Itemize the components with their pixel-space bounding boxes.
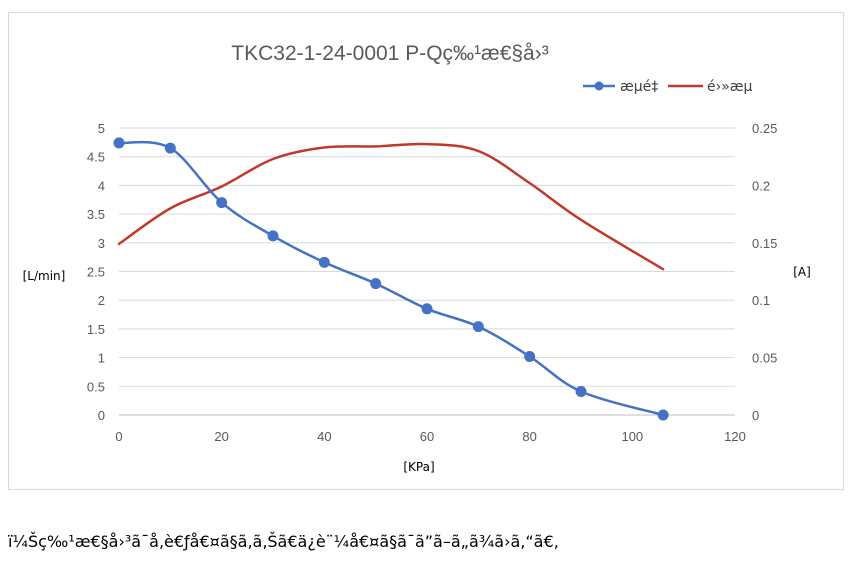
flow-data-point (267, 230, 279, 242)
y-axis-left-label: [L/min] (23, 269, 66, 283)
flow-data-point (575, 385, 587, 397)
flow-data-point (472, 321, 484, 333)
flow-data-point (318, 256, 330, 268)
flow-data-point (113, 137, 125, 149)
x-tick-label: 0 (115, 429, 122, 444)
y-right-tick-label: 0.25 (752, 121, 777, 136)
x-tick-label: 100 (621, 429, 643, 444)
y-left-tick-label: 0 (98, 408, 105, 423)
legend-current-label: é›»æµ (707, 79, 753, 95)
y-left-tick-label: 5 (98, 121, 105, 136)
x-tick-label: 60 (420, 429, 434, 444)
x-tick-label: 20 (214, 429, 228, 444)
x-tick-label: 40 (317, 429, 331, 444)
y-axis-right-label: [A] (793, 265, 811, 279)
x-tick-label: 80 (522, 429, 536, 444)
x-axis-ticks: 0 20 40 60 80 100 120 (115, 429, 745, 444)
legend-flow-label: æµé‡ (620, 79, 658, 95)
flow-data-point (370, 278, 382, 290)
y-right-tick-label: 0.2 (752, 178, 770, 193)
current-series-line (117, 142, 665, 271)
flow-data-point (524, 350, 536, 362)
legend-flow-marker (594, 81, 604, 91)
y-axis-left-ticks: 0 0.5 1 1.5 2 2.5 3 3.5 4 4.5 5 (87, 121, 105, 423)
y-left-tick-label: 3 (98, 236, 105, 251)
y-left-tick-label: 4 (98, 178, 105, 193)
y-right-tick-label: 0.1 (752, 293, 770, 308)
y-left-tick-label: 3.5 (87, 207, 105, 222)
y-left-tick-label: 1 (98, 351, 105, 366)
y-axis-right-ticks: 0 0.05 0.1 0.15 0.2 0.25 (752, 121, 777, 423)
chart-frame (8, 12, 844, 490)
gridlines (119, 127, 735, 416)
y-left-tick-label: 2 (98, 293, 105, 308)
y-left-tick-label: 1.5 (87, 322, 105, 337)
flow-series-line (117, 140, 665, 417)
flow-data-point (164, 142, 176, 154)
y-right-tick-label: 0 (752, 408, 759, 423)
y-right-tick-label: 0.05 (752, 351, 777, 366)
y-right-tick-label: 0.15 (752, 236, 777, 251)
x-axis-label: [KPa] (403, 460, 434, 474)
pq-chart: TKC32-1-24-0001 P-Qç‰¹æ€§å›³ æµé‡ é›»æµ … (23, 42, 811, 474)
y-left-tick-label: 0.5 (87, 379, 105, 394)
x-tick-label: 120 (724, 429, 746, 444)
flow-data-point (216, 197, 228, 209)
chart-title: TKC32-1-24-0001 P-Qç‰¹æ€§å›³ (231, 42, 548, 65)
flow-data-point (657, 409, 669, 421)
y-left-tick-label: 2.5 (87, 265, 105, 280)
y-left-tick-label: 4.5 (87, 150, 105, 165)
series-layer (113, 137, 669, 421)
footnote: ï¼Šç‰¹æ€§å›³ã¯å‚è€ƒå€¤ã§ã‚ã‚Šã€ä¿è¨¼å€¤ã… (8, 532, 559, 551)
chart-legend: æµé‡ é›»æµ (583, 79, 753, 95)
flow-data-point (421, 303, 433, 315)
